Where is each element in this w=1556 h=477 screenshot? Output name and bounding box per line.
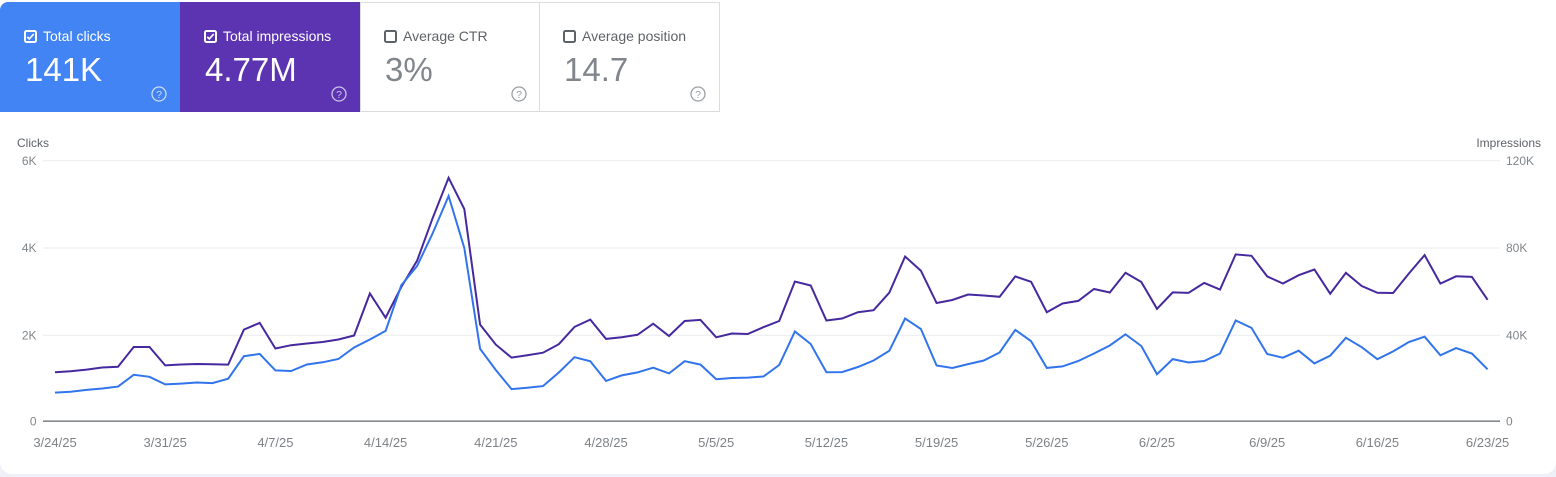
- svg-text:4/14/25: 4/14/25: [364, 435, 407, 450]
- svg-text:?: ?: [695, 89, 701, 101]
- svg-text:6/16/25: 6/16/25: [1356, 435, 1399, 450]
- svg-text:0: 0: [30, 415, 37, 429]
- svg-text:?: ?: [156, 89, 162, 101]
- svg-text:4/7/25: 4/7/25: [257, 435, 293, 450]
- svg-text:4/28/25: 4/28/25: [584, 435, 627, 450]
- svg-text:Impressions: Impressions: [1476, 136, 1541, 150]
- svg-text:6K: 6K: [22, 154, 37, 168]
- svg-text:5/12/25: 5/12/25: [805, 435, 848, 450]
- svg-text:5/5/25: 5/5/25: [698, 435, 734, 450]
- svg-text:6/2/25: 6/2/25: [1139, 435, 1175, 450]
- svg-text:?: ?: [516, 89, 522, 101]
- svg-text:5/26/25: 5/26/25: [1025, 435, 1068, 450]
- svg-text:80K: 80K: [1506, 241, 1527, 255]
- svg-text:6/9/25: 6/9/25: [1249, 435, 1285, 450]
- svg-text:4/21/25: 4/21/25: [474, 435, 517, 450]
- svg-text:6/23/25: 6/23/25: [1466, 435, 1509, 450]
- svg-text:Clicks: Clicks: [17, 136, 49, 150]
- svg-text:0: 0: [1506, 415, 1513, 429]
- svg-text:5/19/25: 5/19/25: [915, 435, 958, 450]
- svg-text:3/31/25: 3/31/25: [144, 435, 187, 450]
- svg-text:4K: 4K: [22, 241, 37, 255]
- svg-text:120K: 120K: [1506, 154, 1534, 168]
- svg-text:?: ?: [336, 89, 342, 101]
- svg-text:3/24/25: 3/24/25: [33, 435, 76, 450]
- svg-text:2K: 2K: [22, 328, 37, 342]
- svg-text:40K: 40K: [1506, 328, 1527, 342]
